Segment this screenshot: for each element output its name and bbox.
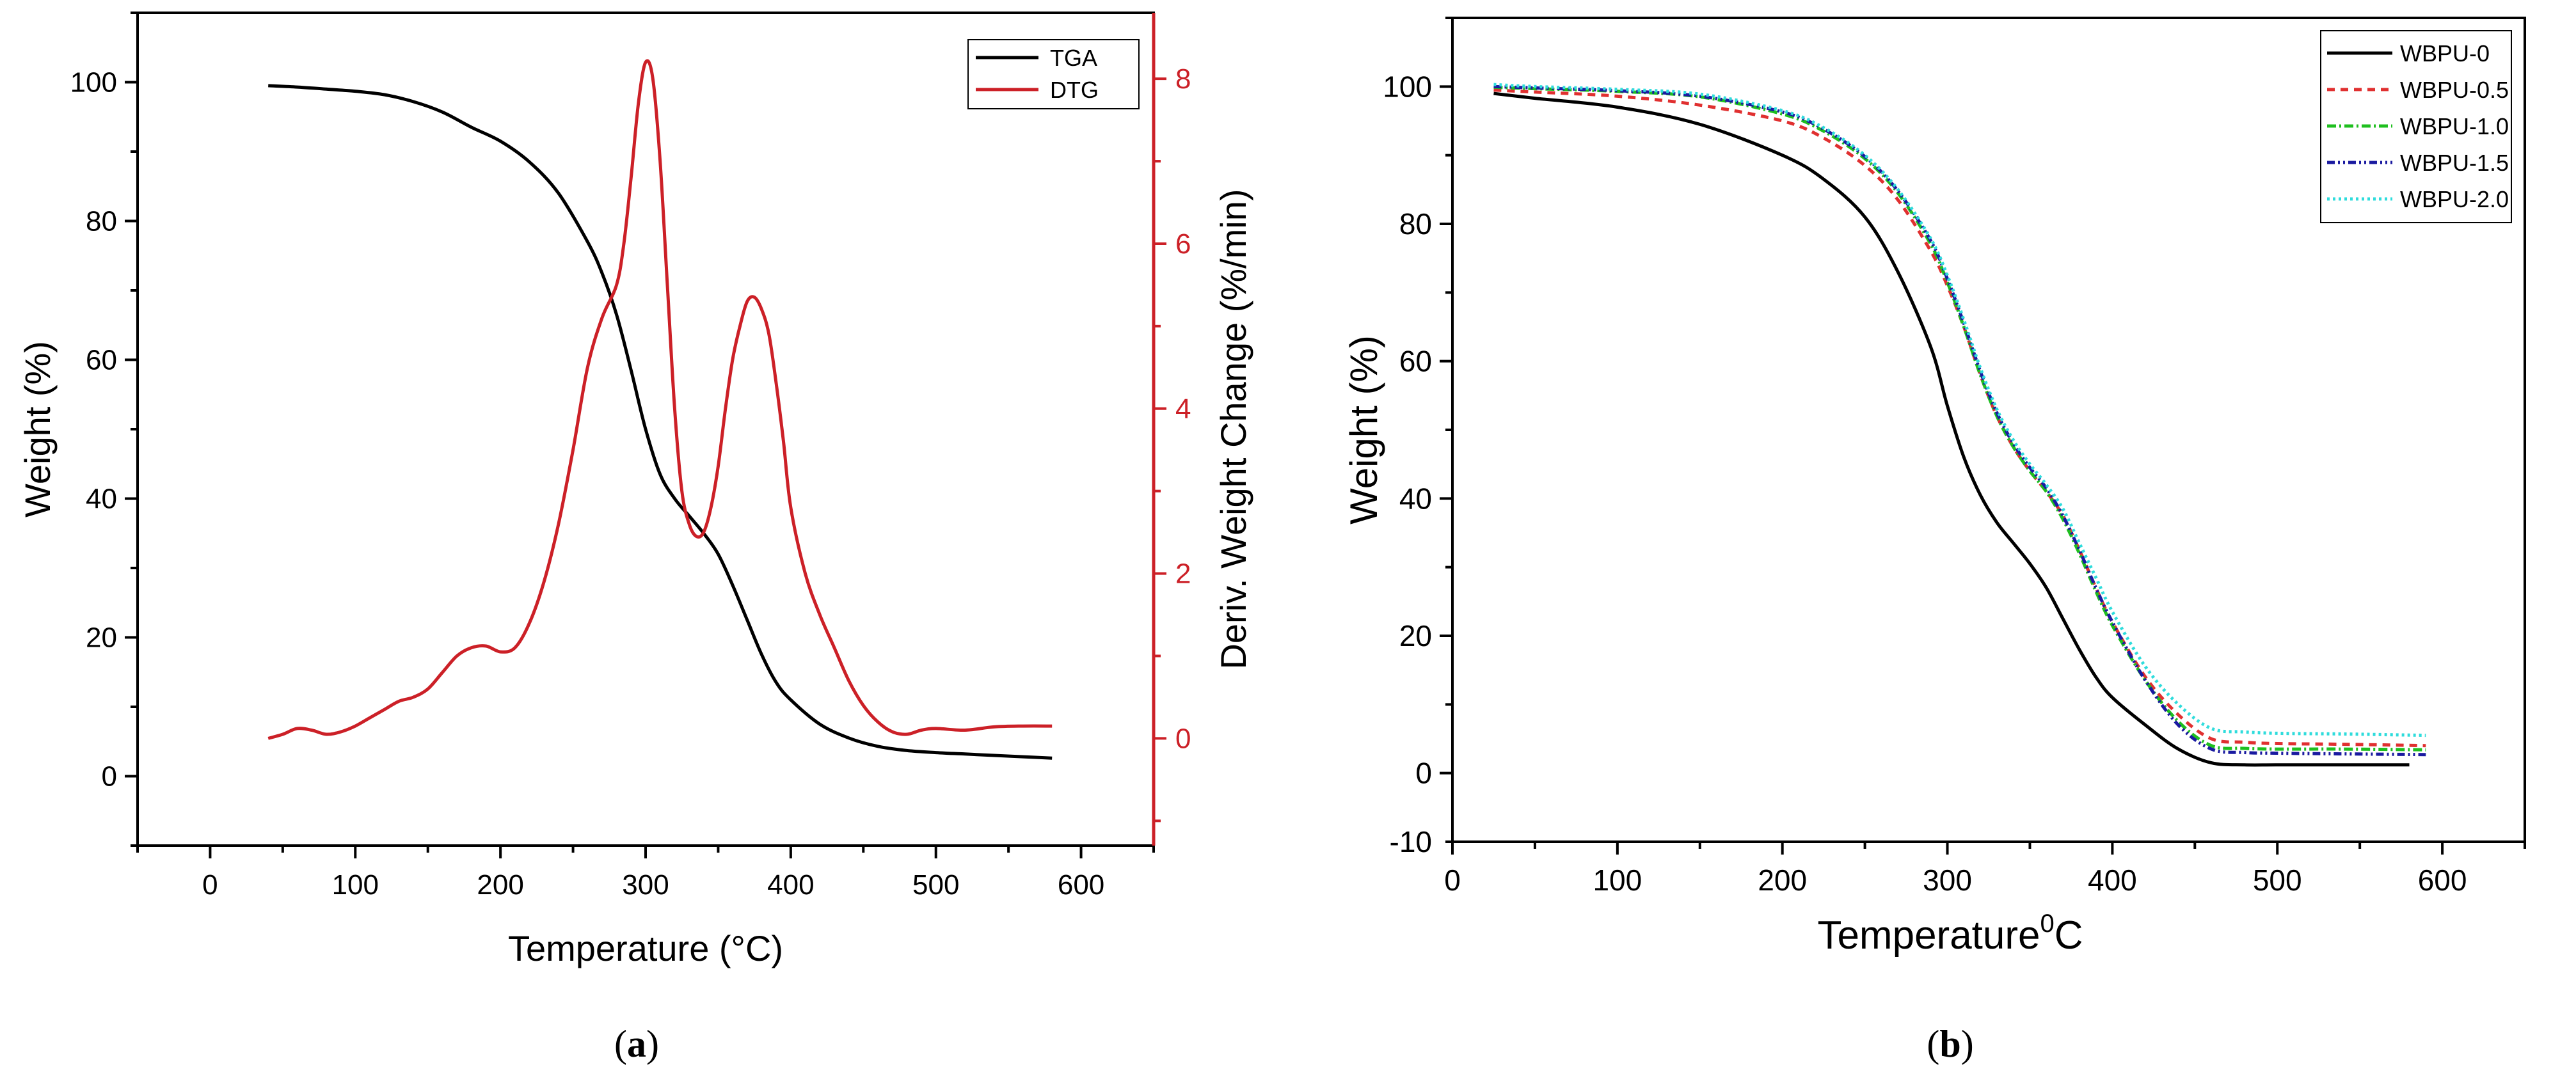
panel-b-x-tick-label: 300 <box>1923 864 1972 897</box>
panel-b-y-tick-label: 100 <box>1383 70 1432 103</box>
panel-b-x-tick-label: 200 <box>1758 864 1807 897</box>
panel-b-x-tick-label: 500 <box>2253 864 2302 897</box>
panel-b-x-tick-label: 100 <box>1593 864 1642 897</box>
panel-b-chart: 0 100 200 300 400 500 600 -10 0 20 40 60 80 100 WBPU… <box>1342 17 2526 1065</box>
panel-a-y-tick-label: 20 <box>86 622 117 654</box>
panel-a-y2-axis-label: Deriv. Weight Change (%/min) <box>1213 189 1253 669</box>
panel-a-y-tick-label: 100 <box>70 67 117 99</box>
panel-b-legend: WBPU-0 WBPU-0.5 WBPU-1.0 WBPU-1.5 WBPU-2.0 <box>2320 30 2512 223</box>
panel-a-y-tick-label: 40 <box>86 484 117 515</box>
panel-a-y2-tick-label: 6 <box>1175 228 1191 260</box>
panel-a-legend-label: DTG <box>1050 77 1099 103</box>
panel-a-y2-tick-label: 2 <box>1175 558 1191 590</box>
panel-a-series-tga-line <box>268 84 1053 760</box>
panel-a-caption-letter: a <box>627 1023 646 1065</box>
panel-a-y2-tick-label: 8 <box>1175 63 1191 95</box>
panel-b-x-tick-label: 400 <box>2088 864 2137 897</box>
panel-b-legend-label: WBPU-1.5 <box>2400 150 2509 176</box>
panel-b-x-axis-label: Temperature0C <box>1817 910 2083 958</box>
panel-b-legend-label: WBPU-2.0 <box>2400 186 2509 212</box>
panel-a-y2-tick-label: 4 <box>1175 393 1191 425</box>
panel-b-legend-label: WBPU-0 <box>2400 40 2490 67</box>
panel-b-series-wbpu-2-0-line <box>1493 83 2426 738</box>
panel-a-x-axis-label: Temperature (°C) <box>508 928 783 968</box>
panel-b-caption: (b) <box>1927 1023 1973 1065</box>
panel-a-caption: (a) <box>614 1023 659 1065</box>
panel-b-series-wbpu-0-line <box>1493 91 2410 767</box>
panel-a-legend: TGA DTG <box>967 39 1140 109</box>
panel-b-y-tick-label: 80 <box>1399 207 1432 241</box>
panel-b-series-wbpu-1-0-line <box>1493 85 2426 752</box>
panel-b-x-tick-label: 0 <box>1444 864 1461 897</box>
panel-b-y-tick-label: -10 <box>1390 825 1432 858</box>
panel-b-y-tick-label: 20 <box>1399 619 1432 652</box>
panel-b-legend-label: WBPU-0.5 <box>2400 77 2509 103</box>
panel-a-x-tick-label: 0 <box>202 869 218 901</box>
panel-b-x-axis-label-degree: 0 <box>2040 910 2055 938</box>
panel-a-legend-label: TGA <box>1050 45 1097 71</box>
panel-a-x-tick-label: 200 <box>477 869 523 901</box>
panel-a-series-dtg-line <box>267 59 1053 740</box>
panel-a-legend-box <box>967 39 1140 109</box>
panel-a-x-tick-label: 500 <box>912 869 959 901</box>
panel-a-y-tick-label: 0 <box>102 761 117 793</box>
panel-b-y-tick-label: 0 <box>1415 757 1432 790</box>
panel-a-x-tick-label: 300 <box>622 869 669 901</box>
panel-b-y-tick-label: 60 <box>1399 345 1432 378</box>
panel-b-x-tick-label: 600 <box>2418 864 2467 897</box>
panel-b-x-axis-label-main: Temperature <box>1817 913 2040 958</box>
panel-a-x-tick-label: 400 <box>767 869 814 901</box>
panel-a-chart: 0 100 200 300 400 500 600 0 20 40 60 80 100 0 2 4 6 8 T… <box>17 12 1253 1065</box>
panel-a-y-axis-label: Weight (%) <box>17 341 58 517</box>
panel-b-series-wbpu-0-5-line <box>1493 88 2426 748</box>
panel-a-y-tick-label: 60 <box>86 345 117 376</box>
panel-b-y-tick-label: 40 <box>1399 482 1432 515</box>
panel-b-legend-label: WBPU-1.0 <box>2400 113 2509 139</box>
panel-b-series-wbpu-1-5-line <box>1493 84 2426 757</box>
panel-a-y-tick-label: 80 <box>86 206 117 237</box>
panel-b-x-axis-label-unit: C <box>2055 913 2083 958</box>
panel-a-y2-tick-label: 0 <box>1175 723 1191 754</box>
panel-b-y-axis-label: Weight (%) <box>1342 335 1385 525</box>
panel-a-x-tick-label: 100 <box>332 869 379 901</box>
panel-a-x-tick-label: 600 <box>1058 869 1104 901</box>
panel-b-caption-letter: b <box>1939 1023 1960 1065</box>
